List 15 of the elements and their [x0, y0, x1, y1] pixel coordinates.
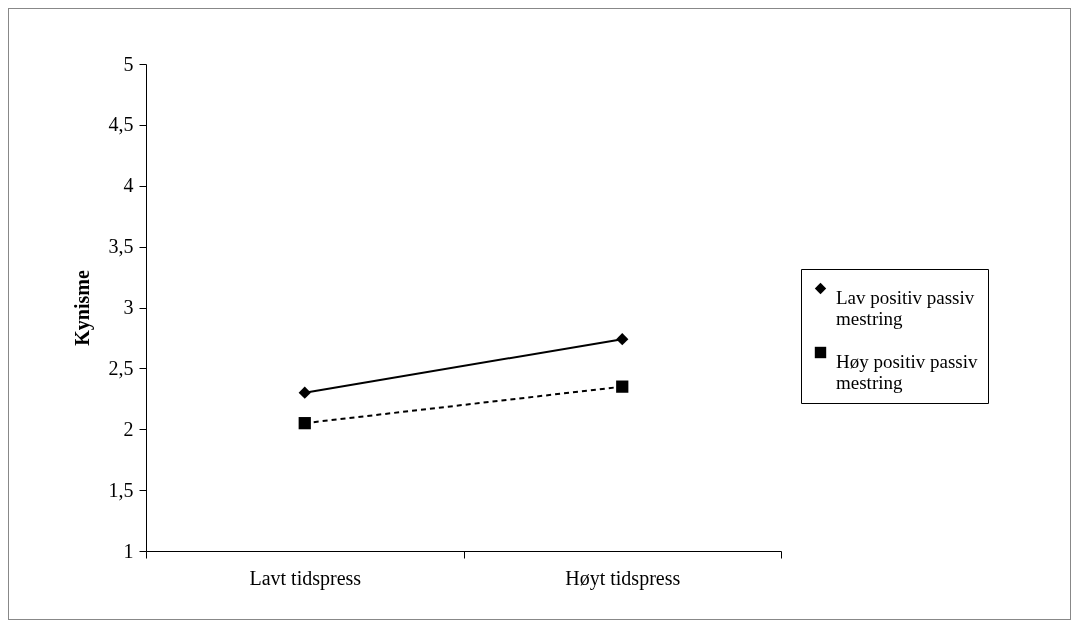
y-tick-label: 4,5	[108, 113, 134, 136]
y-tick-label: 3	[123, 296, 134, 318]
point	[616, 380, 629, 393]
y-tick-label: 2,5	[108, 356, 134, 379]
legend-label: Høy positiv passiv mestring	[836, 350, 978, 393]
y-axis-title: Kynisme	[70, 270, 94, 346]
legend-label: Lav positiv passiv mestring	[836, 286, 975, 329]
y-tick-label: 3,5	[108, 235, 134, 258]
y-tick-label: 2	[123, 417, 134, 440]
x-tick-label: Høyt tidspress	[565, 566, 681, 590]
x-tick-label: Lavt tidspress	[249, 566, 362, 590]
y-tick-label: 5	[123, 52, 134, 75]
y-tick-label: 1	[123, 539, 134, 562]
y-tick-label: 1,5	[108, 478, 134, 501]
y-tick-label: 4	[123, 174, 134, 197]
